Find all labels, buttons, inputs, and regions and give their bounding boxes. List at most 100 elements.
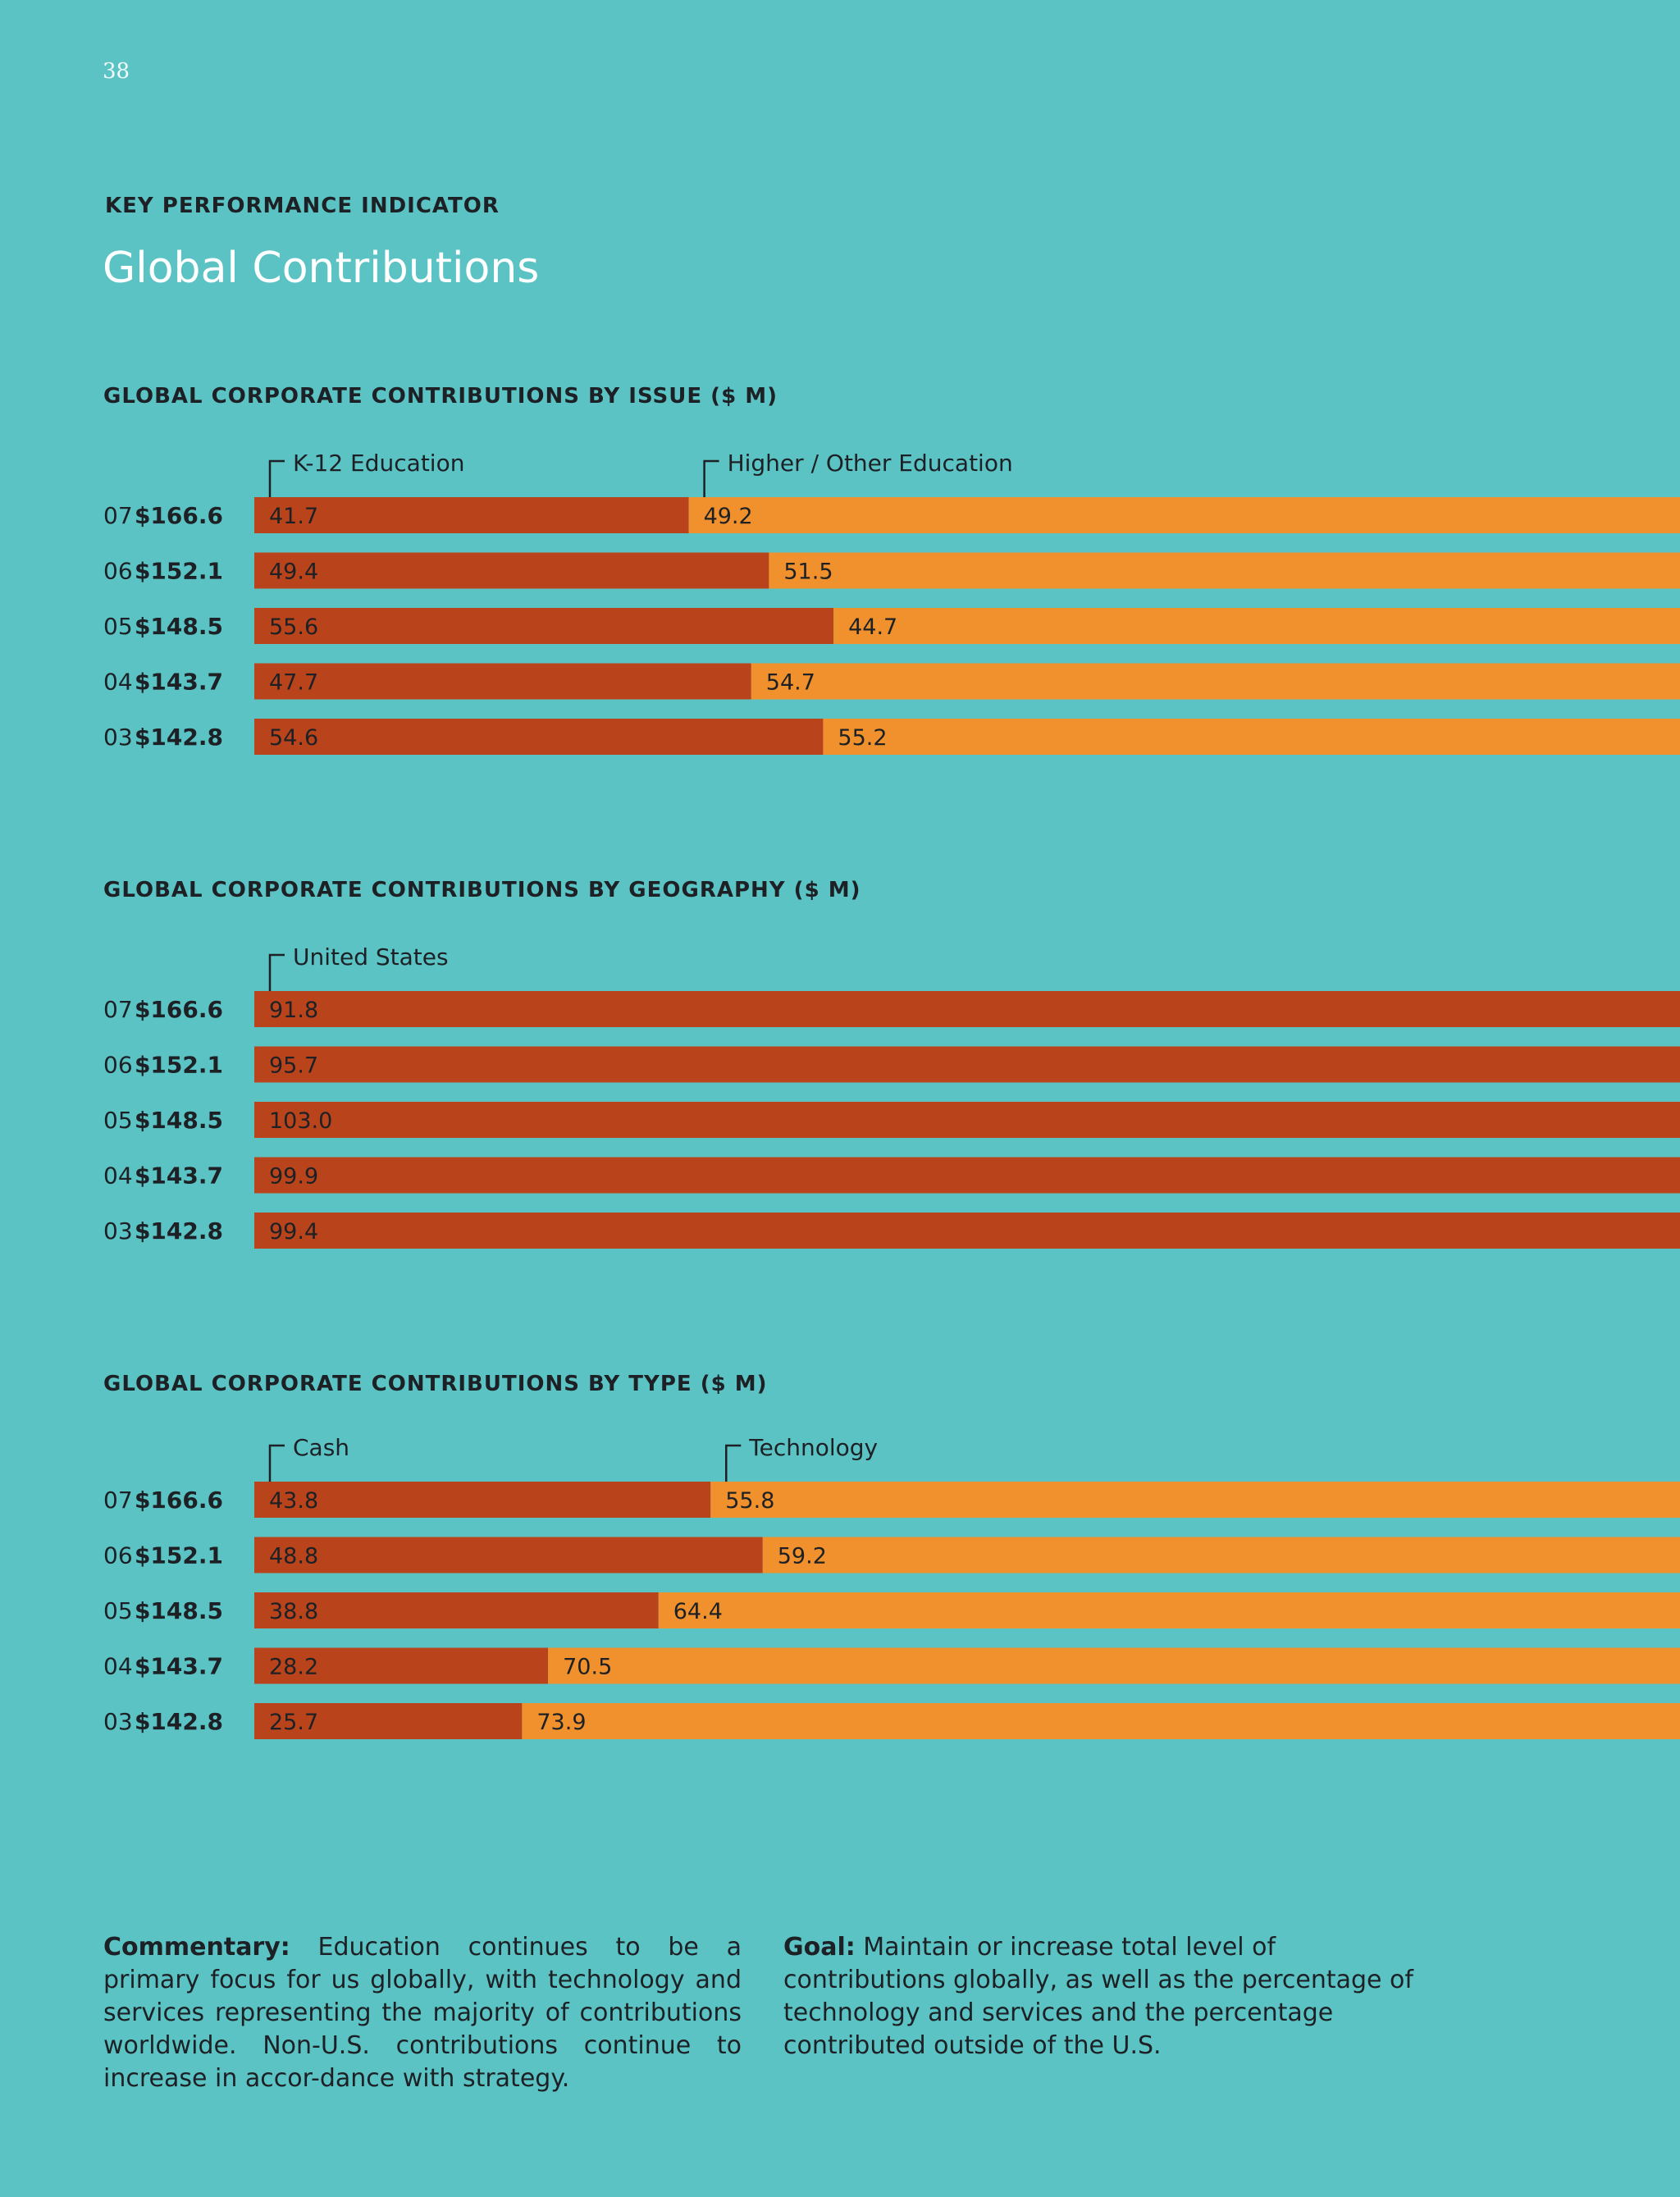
bar-value-label: 49.4 [269,560,318,585]
total-label: $152.1 [135,1542,223,1569]
goal-label: Goal: [783,1933,856,1962]
commentary-text: Education continues to be a primary focu… [103,1933,742,2093]
bar-value-label: 73.9 [536,1710,586,1735]
year-label: 03 [103,724,133,751]
total-label: $143.7 [135,669,223,696]
legend-higher-other-education: Higher / Other Education [703,450,1013,497]
bar-value-label: 55.8 [725,1488,774,1514]
bar-segment [254,1046,1680,1083]
legend-technology: Technology [725,1434,878,1482]
bar-segment [762,1537,1680,1574]
bar-segment [823,719,1680,755]
year-label: 06 [103,558,133,585]
bar-segment [769,552,1680,589]
year-label: 04 [103,1162,133,1190]
total-label: $152.1 [135,1052,223,1079]
bar-value-label: 99.9 [269,1164,318,1190]
bar-segment [254,1537,763,1574]
total-label: $142.8 [135,1708,223,1735]
legend-united-states: United States [268,943,449,991]
year-label: 06 [103,1052,133,1079]
total-label: $166.6 [135,502,223,529]
bar-segment [833,608,1680,644]
bar-value-label: 51.5 [783,560,833,585]
legend-bracket [268,459,285,497]
bar-segment [658,1592,1680,1628]
legend-bracket [703,459,719,497]
year-label: 03 [103,1217,133,1245]
legend-label: K-12 Education [293,450,464,477]
chart-by-type: Cash Technology 07 $166.6 43.8 55.8 06 $152.1 48… [103,1434,1680,1739]
year-label: 05 [103,1107,133,1134]
commentary-label: Commentary: [103,1933,290,1962]
page-number: 38 [103,59,130,84]
year-label: 07 [103,1487,133,1514]
total-label: $142.8 [135,1217,223,1245]
bar-segment [254,719,824,755]
bar-value-label: 54.7 [766,670,815,696]
chart-by-issue: K-12 Education Higher / Other Education 07… [103,450,1680,755]
total-label: $148.5 [135,613,223,640]
year-label: 03 [103,1708,133,1735]
total-label: $143.7 [135,1162,223,1190]
legend-label: Higher / Other Education [728,450,1013,477]
year-label: 07 [103,502,133,529]
bar-value-label: 103.0 [269,1108,332,1134]
legend-cash: Cash [268,1434,349,1482]
bar-value-label: 43.8 [269,1488,318,1514]
bar-segment [254,1647,549,1684]
legend-label: Technology [748,1434,878,1461]
total-label: $148.5 [135,1107,223,1134]
chart-title-geography: GLOBAL CORPORATE CONTRIBUTIONS BY GEOGRA… [103,878,861,902]
total-label: $142.8 [135,724,223,751]
bar-value-label: 91.8 [269,998,318,1023]
legend-label: Cash [293,1434,349,1461]
total-label: $166.6 [135,1487,223,1514]
bar-segment [254,1102,1680,1138]
bar-value-label: 49.2 [704,504,753,529]
total-label: $148.5 [135,1597,223,1624]
bar-segment [254,1703,523,1739]
year-label: 06 [103,1542,133,1569]
legend-bracket [268,1444,285,1482]
year-label: 07 [103,996,133,1023]
bar-value-label: 41.7 [269,504,318,529]
bar-value-label: 28.2 [269,1655,318,1680]
bar-value-label: 54.6 [269,725,318,751]
goal: Goal: Maintain or increase total level o… [783,1931,1423,2062]
bar-segment [254,663,751,700]
bar-value-label: 47.7 [269,670,318,696]
bar-value-label: 55.6 [269,614,318,640]
bar-value-label: 44.7 [848,614,897,640]
year-label: 05 [103,1597,133,1624]
legend-k-12-education: K-12 Education [268,450,464,497]
legend-bracket [268,953,285,991]
bar-segment [751,663,1680,700]
bar-value-label: 64.4 [673,1599,723,1624]
goal-text: Maintain or increase total level of cont… [783,1933,1413,2060]
total-label: $152.1 [135,558,223,585]
year-label: 05 [103,613,133,640]
bar-segment [254,1157,1680,1194]
bar-segment [254,552,769,589]
page-title: Global Contributions [103,243,540,293]
bar-value-label: 70.5 [563,1655,612,1680]
kpi-label: KEY PERFORMANCE INDICATOR [105,194,500,218]
bar-value-label: 55.2 [838,725,887,751]
bar-segment [710,1482,1680,1518]
year-label: 04 [103,669,133,696]
bar-segment [254,991,1680,1027]
chart-title-issue: GLOBAL CORPORATE CONTRIBUTIONS BY ISSUE … [103,384,778,409]
legend-bracket [725,1444,742,1482]
bar-value-label: 25.7 [269,1710,318,1735]
bar-value-label: 48.8 [269,1544,318,1569]
bar-value-label: 38.8 [269,1599,318,1624]
bar-segment [522,1703,1680,1739]
total-label: $166.6 [135,996,223,1023]
bar-segment [254,1213,1680,1249]
chart-title-type: GLOBAL CORPORATE CONTRIBUTIONS BY TYPE (… [103,1372,768,1396]
bar-segment [688,497,1680,533]
bar-segment [254,608,834,644]
bar-value-label: 95.7 [269,1053,318,1079]
